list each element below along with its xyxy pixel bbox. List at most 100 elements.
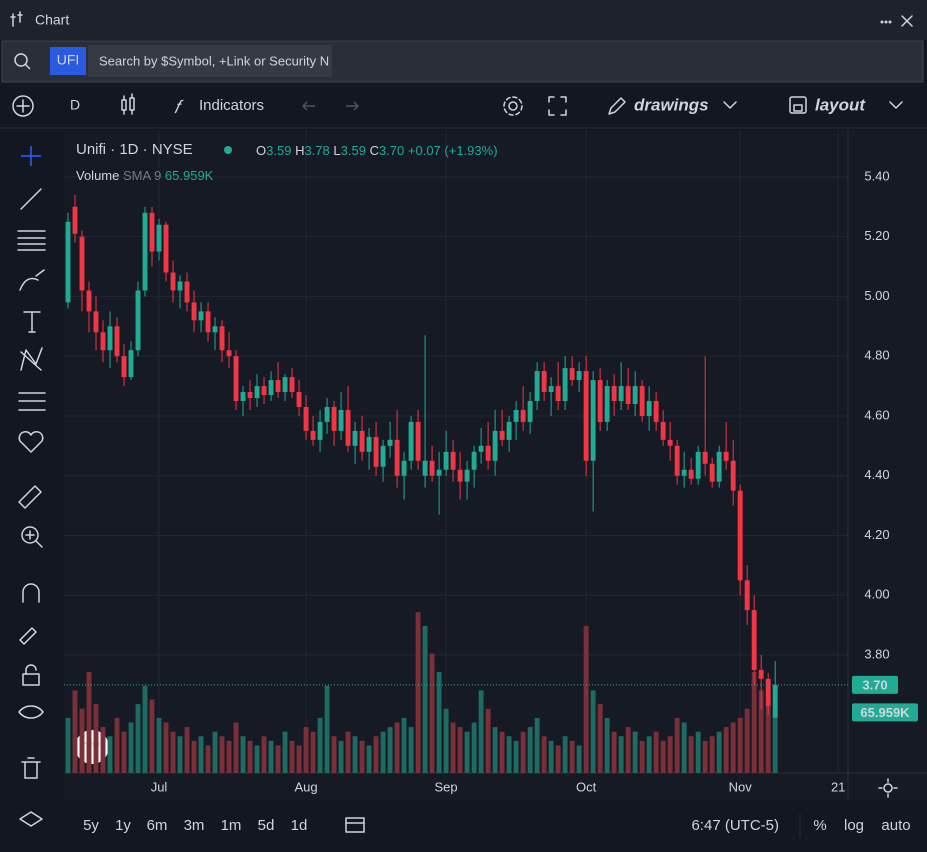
candle-body (275, 380, 281, 393)
volume-bar (149, 699, 155, 773)
candle-body (485, 445, 491, 461)
candle-body (443, 451, 449, 470)
range-button[interactable]: 6m (147, 817, 168, 834)
window-title: Chart (35, 12, 69, 28)
volume-bar (744, 708, 750, 773)
close-button[interactable] (901, 15, 913, 27)
volume-bar (268, 740, 274, 773)
legend-item: +0.07 (408, 143, 441, 158)
forecast-tool[interactable] (18, 392, 46, 411)
text-tool[interactable] (23, 311, 41, 333)
candle-body (506, 421, 512, 440)
range-button[interactable]: 5d (258, 817, 275, 834)
date-range[interactable] (345, 817, 365, 833)
volume-bar (772, 712, 778, 773)
percent-toggle[interactable]: % (813, 817, 826, 834)
last-volume-label: 65.959K (860, 705, 910, 720)
chart-icon (10, 11, 23, 27)
volume-bar (212, 731, 218, 773)
range-button[interactable]: 1m (221, 817, 242, 834)
legend-item: (+1.93%) (444, 143, 497, 158)
volume-bar (163, 722, 169, 773)
volume-bar (737, 717, 743, 773)
volume-bar (506, 736, 512, 773)
drawings-button[interactable]: drawings (634, 95, 709, 114)
indicators-button[interactable]: Indicators (199, 97, 264, 114)
y-tick-label: 5.20 (864, 228, 889, 243)
volume-bar (695, 731, 701, 773)
favorites-tool[interactable] (18, 431, 44, 453)
symbol-chip[interactable] (50, 47, 86, 75)
axis-settings[interactable] (878, 778, 898, 798)
volume-bar (184, 727, 190, 773)
magnet-tool[interactable] (22, 583, 40, 603)
layers-tool[interactable] (19, 811, 43, 827)
log-toggle[interactable]: log (844, 817, 864, 834)
candle-body (646, 401, 652, 416)
pattern-tool[interactable] (20, 347, 43, 371)
candle-body (597, 380, 603, 422)
layout-caret[interactable] (889, 101, 903, 109)
candle-body (184, 281, 190, 303)
visibility-tool[interactable] (18, 705, 44, 719)
candle-body (450, 451, 456, 470)
range-button[interactable]: 3m (184, 817, 205, 834)
volume-bar (758, 690, 764, 773)
volume-bar (387, 727, 393, 773)
volume-bar (597, 704, 603, 773)
lock-tool[interactable] (22, 664, 40, 686)
auto-toggle[interactable]: auto (881, 817, 910, 834)
undo[interactable] (302, 101, 315, 111)
x-tick-label: Nov (729, 779, 753, 794)
range-button[interactable]: 1d (291, 817, 308, 834)
volume-bar (366, 745, 372, 773)
layout-button[interactable]: layout (815, 95, 866, 114)
y-tick-label: 4.00 (864, 587, 889, 602)
drawings-caret[interactable] (723, 101, 737, 109)
candle-body (625, 386, 631, 404)
interval[interactable]: D (70, 97, 80, 113)
brush-tool[interactable] (19, 269, 45, 291)
candle-body (772, 684, 778, 718)
candle-body (100, 332, 106, 351)
volume-bar (275, 745, 281, 773)
candle-body (170, 272, 176, 291)
volume-bar (751, 671, 757, 773)
redo[interactable] (346, 101, 359, 111)
legend-item: H (295, 143, 304, 158)
delete-tool[interactable] (21, 757, 41, 779)
fib-tool[interactable] (17, 230, 46, 251)
volume-bar (646, 736, 652, 773)
search-input[interactable] (88, 45, 332, 77)
search-placeholder: Search by $Symbol, +Link or Security N (99, 53, 329, 68)
lock-drawings[interactable] (19, 627, 37, 645)
y-tick-label: 4.40 (864, 467, 889, 482)
range-button[interactable]: 1y (115, 817, 131, 834)
zoom-tool[interactable] (21, 526, 43, 548)
candle-body (422, 460, 428, 476)
range-button[interactable]: 5y (83, 817, 99, 834)
candle-body (345, 409, 351, 446)
fullscreen[interactable] (548, 96, 567, 116)
crosshair-tool[interactable] (21, 146, 41, 166)
volume-bar (93, 704, 99, 773)
candle-body (233, 356, 239, 402)
chart-type[interactable] (121, 93, 135, 115)
add-symbol[interactable] (12, 95, 34, 117)
settings[interactable] (503, 96, 523, 116)
candle-body (156, 224, 162, 252)
volume-bar (499, 731, 505, 773)
volume-bar (415, 612, 421, 773)
volume-bar (555, 745, 561, 773)
candle-body (758, 669, 764, 679)
volume-bar (79, 708, 85, 773)
more-button[interactable] (880, 20, 892, 24)
volume-bar (660, 740, 666, 773)
volume-bar (135, 704, 141, 773)
volume-bar (450, 722, 456, 773)
candle-body (121, 356, 127, 378)
ruler-tool[interactable] (18, 485, 42, 509)
legend-item: C (370, 143, 379, 158)
candle-body (674, 445, 680, 476)
trend-line-tool[interactable] (20, 188, 42, 210)
